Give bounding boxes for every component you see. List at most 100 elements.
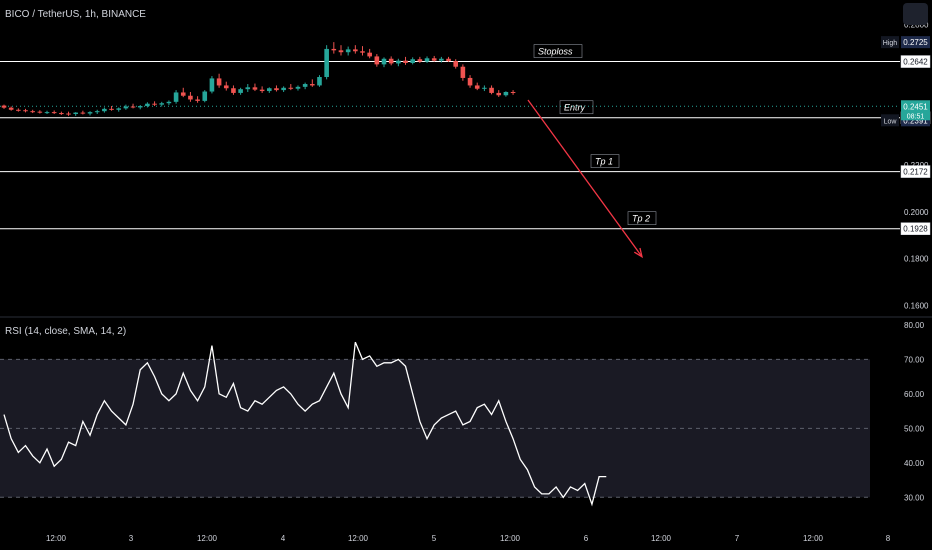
stoploss-label: Stoploss xyxy=(538,47,573,57)
candle-body xyxy=(324,48,329,78)
tp1-label: Tp 1 xyxy=(595,157,613,167)
candle-body xyxy=(30,111,35,113)
low-tag-bg xyxy=(881,114,899,127)
candle-body xyxy=(1,105,7,108)
candle-body xyxy=(417,59,423,62)
level-price-tag xyxy=(900,55,931,68)
candle-body xyxy=(431,58,437,61)
candle-body xyxy=(145,103,150,107)
candle-body xyxy=(94,111,100,113)
time-tick-label: 12:00 xyxy=(803,534,824,543)
low-value: 0.2391 xyxy=(903,116,928,125)
tp1-label-box xyxy=(590,154,620,168)
candle-body xyxy=(23,110,28,112)
candle-body xyxy=(331,48,337,51)
time-tick-label: 12:00 xyxy=(651,534,672,543)
level-price-label: 0.2642 xyxy=(903,58,928,67)
candle-body xyxy=(245,87,251,90)
candle-body xyxy=(281,87,286,91)
candle-body xyxy=(123,106,129,109)
projection-arrow-head xyxy=(633,247,643,259)
candle-body xyxy=(188,95,193,100)
candle-body xyxy=(396,60,401,64)
rsi-tick-label: 40.00 xyxy=(904,459,925,468)
candle-body xyxy=(137,106,143,108)
high-value: 0.2725 xyxy=(903,38,928,47)
time-tick-label: 6 xyxy=(584,534,589,543)
candle-body xyxy=(16,109,21,111)
candle-body xyxy=(410,59,415,63)
price-tick-label: 0.2800 xyxy=(904,21,929,30)
candle-body xyxy=(195,99,200,101)
candle-body xyxy=(102,108,107,112)
candle-body xyxy=(44,112,50,114)
candle-body xyxy=(474,85,480,89)
candle-body xyxy=(130,106,136,108)
candle-body xyxy=(503,91,509,96)
level-price-label: 0.2172 xyxy=(903,168,928,177)
candle-body xyxy=(8,107,14,110)
candle-body xyxy=(109,108,114,110)
rsi-tick-label: 70.00 xyxy=(904,355,925,364)
candle-body xyxy=(259,89,265,92)
level-price-tag xyxy=(900,222,931,235)
rsi-line xyxy=(3,341,607,507)
projection-arrow xyxy=(527,99,643,258)
candle-body xyxy=(223,85,229,89)
stoploss-label-box xyxy=(533,44,583,58)
candle-body xyxy=(37,111,43,113)
time-tick-label: 8 xyxy=(886,534,891,543)
candle-body xyxy=(345,49,351,53)
candle-body xyxy=(274,88,279,91)
chart-settings-button[interactable] xyxy=(903,3,928,25)
candle-body xyxy=(266,88,272,92)
last-price-countdown: 08:51 xyxy=(907,113,925,120)
high-value-bg xyxy=(901,36,930,49)
rsi-indicator-title: RSI (14, close, SMA, 14, 2) xyxy=(5,326,127,337)
last-price-box xyxy=(901,100,930,121)
candle-body xyxy=(403,60,408,63)
candle-body xyxy=(374,56,380,65)
candle-body xyxy=(467,77,473,86)
candle-body xyxy=(310,84,315,86)
candle-body xyxy=(159,103,165,105)
tp2-label-box xyxy=(627,211,657,225)
candle-body xyxy=(59,113,64,115)
time-tick-label: 5 xyxy=(432,534,437,543)
price-tick-label: 0.2000 xyxy=(904,208,929,217)
candle-body xyxy=(216,78,222,86)
rsi-tick-label: 80.00 xyxy=(904,321,925,330)
candle-body xyxy=(73,112,78,114)
rsi-tick-label: 30.00 xyxy=(904,493,925,502)
time-tick-label: 12:00 xyxy=(500,534,521,543)
candle-body xyxy=(180,92,186,96)
candle-body xyxy=(209,78,215,92)
candle-body xyxy=(238,89,243,93)
time-tick-label: 4 xyxy=(281,534,286,543)
candle-body xyxy=(496,92,502,96)
candle-body xyxy=(231,88,236,93)
candle-body xyxy=(446,58,451,62)
candle-body xyxy=(252,87,258,90)
candle-body xyxy=(152,103,157,105)
candle-body xyxy=(424,58,430,62)
candle-body xyxy=(166,101,172,104)
candle-body xyxy=(482,87,487,89)
candle-body xyxy=(338,50,344,53)
candle-body xyxy=(288,87,294,89)
candle-body xyxy=(87,112,93,114)
symbol-title: BICO / TetherUS, 1h, BINANCE xyxy=(5,9,146,20)
candle-body xyxy=(489,87,494,93)
time-tick-label: 3 xyxy=(129,534,134,543)
high-tag-bg xyxy=(881,36,899,49)
candle-body xyxy=(367,52,372,57)
candle-body xyxy=(295,86,301,89)
candle-body xyxy=(116,108,122,110)
low-tag-label: Low xyxy=(884,118,898,125)
candle-body xyxy=(80,112,86,114)
candle-body xyxy=(388,58,394,64)
candle-body xyxy=(453,61,459,67)
tp2-label: Tp 2 xyxy=(632,214,650,224)
candle-body xyxy=(360,51,365,53)
